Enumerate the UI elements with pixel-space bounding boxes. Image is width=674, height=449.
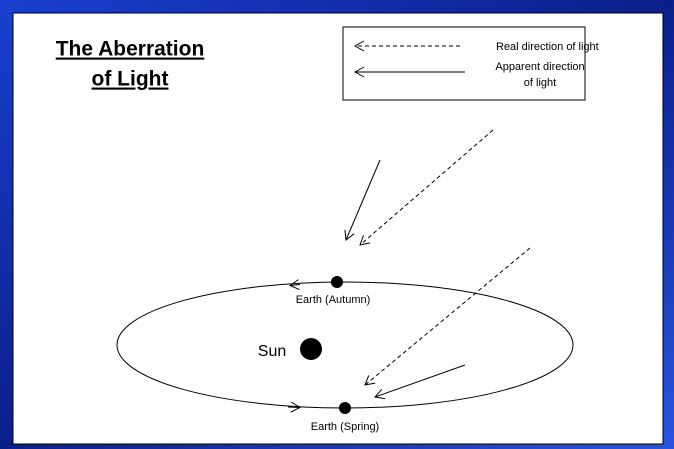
legend-label: of light: [524, 77, 556, 89]
real-light: [359, 129, 494, 246]
label: Earth (Spring): [311, 421, 379, 433]
earth-autumn: [331, 276, 343, 288]
orbit-arrow: [288, 279, 301, 291]
legend-label: Apparent direction: [495, 61, 584, 73]
apparent-light: [344, 159, 381, 241]
sun: [300, 338, 322, 360]
earth-spring: [339, 402, 351, 414]
label: Earth (Autumn): [296, 294, 371, 306]
legend-box: [342, 26, 586, 101]
label: Sun: [258, 343, 286, 360]
orbit-arrow: [287, 401, 302, 413]
legend-label: Real direction of light: [496, 41, 599, 53]
title-line: of Light: [92, 68, 169, 91]
apparent-light: [374, 364, 466, 400]
real-light: [364, 247, 531, 386]
title-line: The Aberration: [56, 38, 205, 61]
